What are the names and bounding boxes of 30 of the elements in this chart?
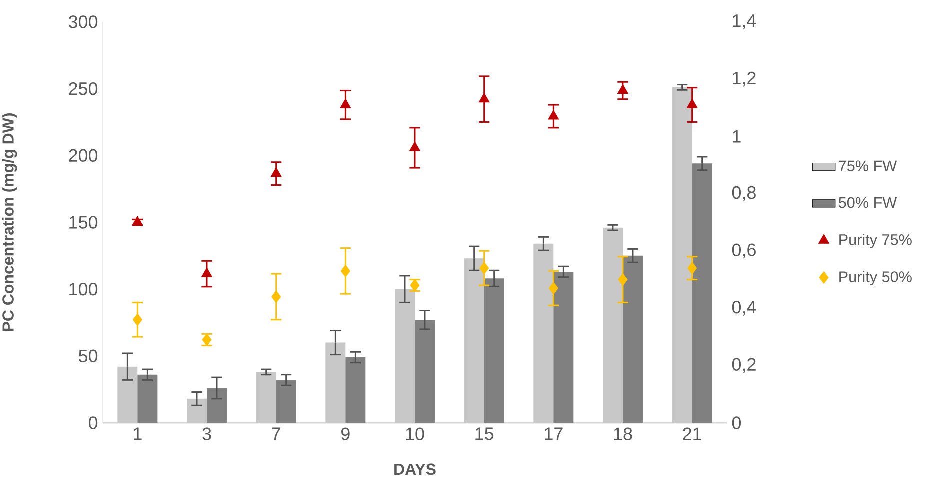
y-tick-label: 50 — [78, 350, 98, 363]
y-tick-label: 150 — [70, 216, 98, 229]
legend-label: 75% FW — [839, 160, 898, 172]
y-tick-label: 200 — [69, 149, 98, 162]
x-axis-title: DAYS — [394, 464, 436, 476]
y2-tick-label: 0,6 — [732, 244, 756, 259]
y-tick-label: 0 — [88, 416, 98, 430]
y2-tick-label: 0,2 — [732, 358, 756, 374]
x-tick-label: 21 — [683, 428, 702, 440]
x-tick-label: 17 — [545, 428, 563, 440]
y2-tick-label: 0 — [732, 416, 742, 430]
x-tick-label: 7 — [272, 428, 280, 440]
y2-tick-label: 0,8 — [732, 186, 756, 202]
x-tick-label: 10 — [406, 428, 424, 440]
y2-tick-label: 1 — [733, 130, 741, 143]
y-tick-label: 250 — [69, 82, 98, 96]
x-tick-label: 3 — [202, 428, 212, 440]
y2-tick-label: 1,2 — [733, 72, 756, 87]
x-tick-label: 15 — [476, 428, 494, 440]
y-tick-label: 100 — [70, 282, 98, 296]
y2-tick-label: 0,4 — [732, 300, 756, 316]
legend-label: Purity 75% — [840, 234, 912, 248]
y-axis-title: PC Concentration (mg/g DW) — [2, 114, 18, 332]
x-tick-label: 9 — [341, 428, 350, 440]
x-tick-label: 1 — [134, 428, 142, 440]
legend-label: 50% FW — [838, 197, 898, 208]
legend-label: Purity 50% — [840, 271, 912, 286]
y2-tick-label: 1,4 — [733, 14, 756, 30]
x-tick-label: 18 — [614, 428, 632, 440]
y-tick-label: 300 — [68, 16, 98, 28]
